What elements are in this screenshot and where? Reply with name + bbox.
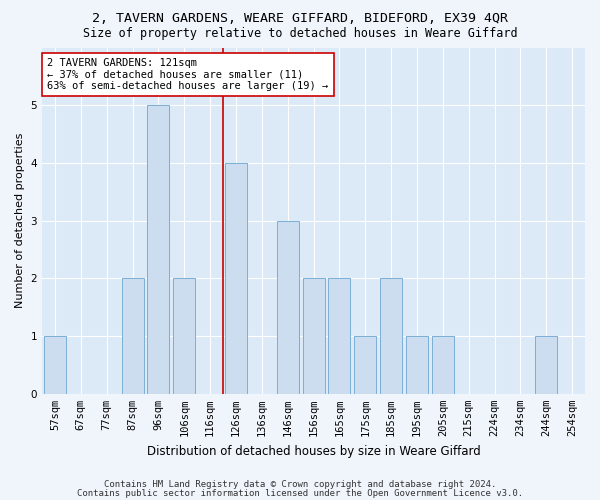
Bar [302,278,325,394]
Bar [122,278,143,394]
Bar [406,336,428,394]
Bar [277,220,299,394]
Bar [328,278,350,394]
Text: Size of property relative to detached houses in Weare Giffard: Size of property relative to detached ho… [83,28,517,40]
Bar [432,336,454,394]
Text: 2, TAVERN GARDENS, WEARE GIFFARD, BIDEFORD, EX39 4QR: 2, TAVERN GARDENS, WEARE GIFFARD, BIDEFO… [92,12,508,26]
Y-axis label: Number of detached properties: Number of detached properties [15,133,25,308]
X-axis label: Distribution of detached houses by size in Weare Giffard: Distribution of detached houses by size … [146,444,481,458]
Bar [225,163,247,394]
Bar [44,336,66,394]
Text: Contains HM Land Registry data © Crown copyright and database right 2024.: Contains HM Land Registry data © Crown c… [104,480,496,489]
Bar [173,278,195,394]
Text: Contains public sector information licensed under the Open Government Licence v3: Contains public sector information licen… [77,489,523,498]
Bar [380,278,402,394]
Text: 2 TAVERN GARDENS: 121sqm
← 37% of detached houses are smaller (11)
63% of semi-d: 2 TAVERN GARDENS: 121sqm ← 37% of detach… [47,58,329,91]
Bar [535,336,557,394]
Bar [148,105,169,394]
Bar [354,336,376,394]
